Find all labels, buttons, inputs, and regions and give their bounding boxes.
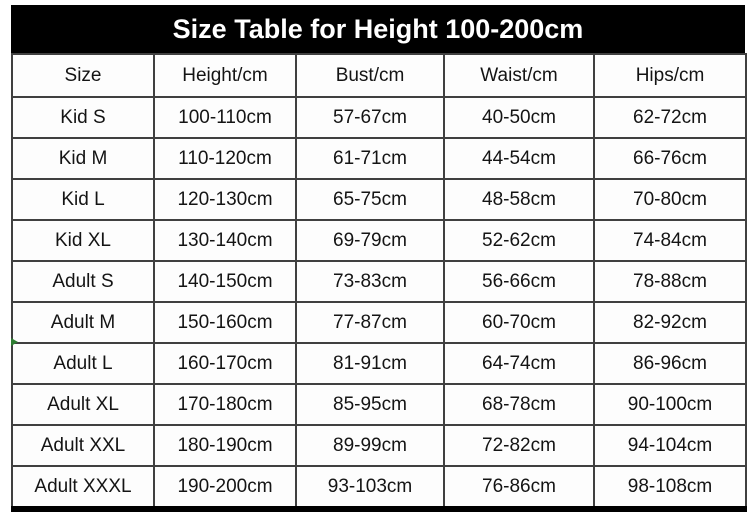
measurement-cell: 150-160cm bbox=[153, 301, 297, 344]
table-header-row: Size Height/cm Bust/cm Waist/cm Hips/cm bbox=[11, 53, 747, 98]
measurement-cell: 44-54cm bbox=[443, 137, 595, 180]
measurement-cell: 66-76cm bbox=[593, 137, 747, 180]
table-row: Kid L 120-130cm 65-75cm 48-58cm 70-80cm bbox=[11, 178, 747, 221]
table-row: Kid M 110-120cm 61-71cm 44-54cm 66-76cm bbox=[11, 137, 747, 180]
size-label-cell: Adult XXL bbox=[11, 424, 155, 467]
measurement-cell: 120-130cm bbox=[153, 178, 297, 221]
measurement-cell: 69-79cm bbox=[295, 219, 445, 262]
size-label-cell: Adult XL bbox=[11, 383, 155, 426]
measurement-cell: 160-170cm bbox=[153, 342, 297, 385]
column-header-size: Size bbox=[11, 53, 155, 98]
size-label-cell: Adult L bbox=[11, 342, 155, 385]
measurement-cell: 74-84cm bbox=[593, 219, 747, 262]
measurement-cell: 130-140cm bbox=[153, 219, 297, 262]
measurement-cell: 62-72cm bbox=[593, 96, 747, 139]
measurement-cell: 180-190cm bbox=[153, 424, 297, 467]
measurement-cell: 60-70cm bbox=[443, 301, 595, 344]
measurement-cell: 100-110cm bbox=[153, 96, 297, 139]
measurement-cell: 65-75cm bbox=[295, 178, 445, 221]
size-label-cell: Kid L bbox=[11, 178, 155, 221]
measurement-cell: 77-87cm bbox=[295, 301, 445, 344]
measurement-cell: 82-92cm bbox=[593, 301, 747, 344]
measurement-cell: 81-91cm bbox=[295, 342, 445, 385]
size-label-cell: Kid S bbox=[11, 96, 155, 139]
table-title: Size Table for Height 100-200cm bbox=[11, 5, 745, 53]
measurement-cell: 72-82cm bbox=[443, 424, 595, 467]
measurement-cell: 76-86cm bbox=[443, 465, 595, 512]
measurement-cell: 89-99cm bbox=[295, 424, 445, 467]
measurement-cell: 57-67cm bbox=[295, 96, 445, 139]
measurement-cell: 52-62cm bbox=[443, 219, 595, 262]
table-row: Adult S 140-150cm 73-83cm 56-66cm 78-88cm bbox=[11, 260, 747, 303]
column-header-hips: Hips/cm bbox=[593, 53, 747, 98]
size-label-cell: Kid XL bbox=[11, 219, 155, 262]
measurement-cell: 190-200cm bbox=[153, 465, 297, 512]
measurement-cell: 48-58cm bbox=[443, 178, 595, 221]
size-chart-sheet: Size Table for Height 100-200cm Size Hei… bbox=[11, 5, 747, 512]
measurement-cell: 86-96cm bbox=[593, 342, 747, 385]
measurement-cell: 70-80cm bbox=[593, 178, 747, 221]
measurement-cell: 78-88cm bbox=[593, 260, 747, 303]
measurement-cell: 40-50cm bbox=[443, 96, 595, 139]
measurement-cell: 73-83cm bbox=[295, 260, 445, 303]
column-header-height: Height/cm bbox=[153, 53, 297, 98]
table-row: Adult L 160-170cm 81-91cm 64-74cm 86-96cm bbox=[11, 342, 747, 385]
measurement-cell: 61-71cm bbox=[295, 137, 445, 180]
measurement-cell: 90-100cm bbox=[593, 383, 747, 426]
measurement-cell: 56-66cm bbox=[443, 260, 595, 303]
measurement-cell: 140-150cm bbox=[153, 260, 297, 303]
size-label-cell: Kid M bbox=[11, 137, 155, 180]
measurement-cell: 93-103cm bbox=[295, 465, 445, 512]
table-row: Adult XL 170-180cm 85-95cm 68-78cm 90-100cm bbox=[11, 383, 747, 426]
measurement-cell: 94-104cm bbox=[593, 424, 747, 467]
table-row: Kid XL 130-140cm 69-79cm 52-62cm 74-84cm bbox=[11, 219, 747, 262]
table-row: Kid S 100-110cm 57-67cm 40-50cm 62-72cm bbox=[11, 96, 747, 139]
measurement-cell: 85-95cm bbox=[295, 383, 445, 426]
size-table: Size Height/cm Bust/cm Waist/cm Hips/cm … bbox=[11, 53, 747, 512]
size-label-cell: Adult XXXL bbox=[11, 465, 155, 512]
measurement-cell: 68-78cm bbox=[443, 383, 595, 426]
table-body: Kid S 100-110cm 57-67cm 40-50cm 62-72cm Kid M… bbox=[11, 96, 747, 512]
column-header-waist: Waist/cm bbox=[443, 53, 595, 98]
green-corner-marker-icon bbox=[11, 338, 18, 346]
measurement-cell: 170-180cm bbox=[153, 383, 297, 426]
column-header-bust: Bust/cm bbox=[295, 53, 445, 98]
table-row: Adult M 150-160cm 77-87cm 60-70cm 82-92cm bbox=[11, 301, 747, 344]
size-label-cell: Adult M bbox=[11, 301, 155, 344]
measurement-cell: 98-108cm bbox=[593, 465, 747, 512]
table-row: Adult XXL 180-190cm 89-99cm 72-82cm 94-104cm bbox=[11, 424, 747, 467]
table-row: Adult XXXL 190-200cm 93-103cm 76-86cm 98-108… bbox=[11, 465, 747, 512]
size-label-cell: Adult S bbox=[11, 260, 155, 303]
measurement-cell: 110-120cm bbox=[153, 137, 297, 180]
measurement-cell: 64-74cm bbox=[443, 342, 595, 385]
